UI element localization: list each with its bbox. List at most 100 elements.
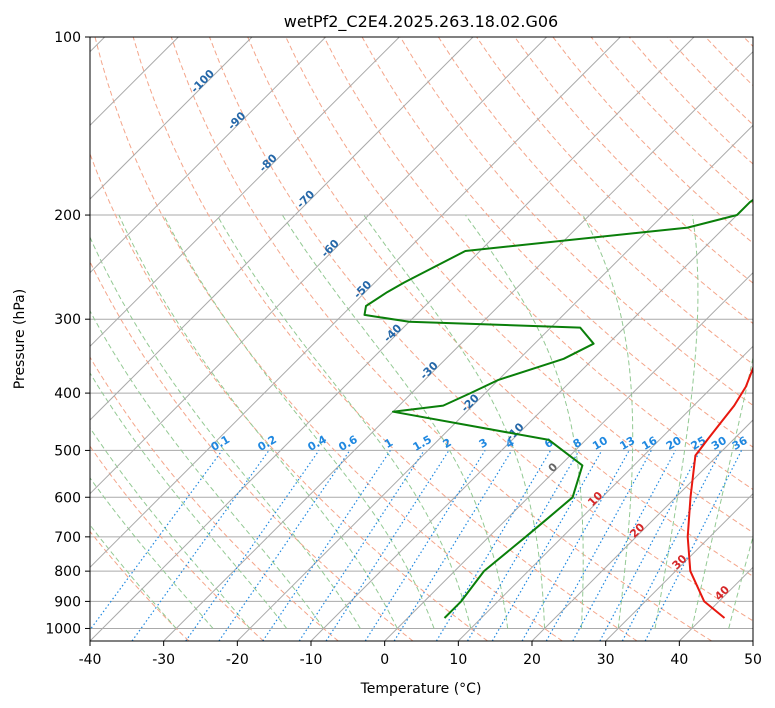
isotherm xyxy=(310,198,753,641)
mixing-ratio-line xyxy=(435,450,552,641)
mixing-ratio-line xyxy=(218,450,351,641)
dry-adiabat xyxy=(514,37,753,284)
x-tick-label: 0 xyxy=(380,652,389,668)
mixing-ratio-line xyxy=(491,450,603,641)
mixing-ratio-line xyxy=(185,450,320,641)
dry-adiabat xyxy=(437,37,753,365)
moist-adiabat xyxy=(90,426,251,629)
isotherms xyxy=(90,37,753,641)
isotherm-label: 30 xyxy=(670,552,690,572)
isotherm-label: -70 xyxy=(294,188,317,211)
isotherm xyxy=(384,271,753,641)
mixing-ratio-line xyxy=(364,450,486,641)
dry-adiabat xyxy=(552,37,753,244)
isotherm-label: -100 xyxy=(188,67,217,96)
isotherm-label: -20 xyxy=(459,391,482,414)
dry-adiabat xyxy=(209,37,753,622)
moist-adiabat xyxy=(216,214,472,629)
x-tick-label: -10 xyxy=(300,652,323,668)
dewpoint-line xyxy=(363,198,753,619)
moist-adiabat xyxy=(90,524,177,629)
dry-adiabat xyxy=(132,37,638,641)
dry-adiabat xyxy=(323,37,753,491)
plot-frame xyxy=(89,36,754,642)
mixing-ratio-line xyxy=(545,450,652,641)
isotherm xyxy=(90,37,695,641)
dry-adiabat xyxy=(247,37,753,577)
isotherm xyxy=(90,37,548,495)
isotherm xyxy=(90,37,253,200)
mixing-ratio-line xyxy=(90,450,223,631)
x-tick-label: -30 xyxy=(152,652,175,668)
y-tick-label: 1000 xyxy=(45,621,81,637)
dry-adiabats xyxy=(90,37,753,641)
dry-adiabat xyxy=(90,356,339,641)
dry-adiabat xyxy=(399,37,753,407)
isotherm xyxy=(90,37,400,348)
y-tick-label: 500 xyxy=(54,443,81,459)
mixing-ratio-label: 3 xyxy=(477,436,490,451)
isotherm-label: -60 xyxy=(319,237,342,260)
moist-adiabat xyxy=(281,214,509,629)
x-tick-label: 20 xyxy=(523,652,541,668)
temperature-line xyxy=(686,365,753,619)
isotherm xyxy=(531,419,753,641)
x-tick-label: 30 xyxy=(597,652,615,668)
moist-adiabats xyxy=(90,214,753,629)
y-tick-label: 700 xyxy=(54,530,81,546)
y-axis-ticks: 100 200 300 400 500 600 700 800 900 1000 xyxy=(45,30,90,637)
mixing-ratio-line xyxy=(466,450,580,641)
moist-adiabat xyxy=(90,477,214,629)
y-tick-label: 200 xyxy=(54,208,81,224)
x-axis-title: Temperature (°C) xyxy=(360,681,482,697)
sounding-profiles xyxy=(363,198,753,619)
x-axis-ticks: -40 -30 -20 -10 0 10 20 30 40 50 xyxy=(79,641,762,668)
mixing-ratio-line xyxy=(131,450,270,641)
mixing-ratio-line xyxy=(325,450,450,641)
isotherm-label: -90 xyxy=(225,109,248,132)
moist-adiabat xyxy=(464,214,584,629)
isotherm-label: -80 xyxy=(257,151,280,174)
isotherm xyxy=(457,345,753,641)
dry-adiabat xyxy=(667,37,753,126)
y-tick-label: 800 xyxy=(54,564,81,580)
y-tick-label: 900 xyxy=(54,594,81,610)
dry-adiabat xyxy=(90,152,488,641)
dry-adiabat xyxy=(94,37,563,641)
isotherm xyxy=(90,37,621,569)
moist-adiabat xyxy=(691,355,753,629)
dry-adiabat xyxy=(361,37,753,448)
dry-adiabat xyxy=(90,260,414,641)
isotherm-label: -40 xyxy=(381,321,404,344)
dry-adiabat xyxy=(90,530,190,641)
mixing-ratio-line xyxy=(521,450,630,641)
mixing-ratio-label: 2 xyxy=(441,436,454,451)
isotherm xyxy=(605,492,753,641)
mixing-ratio-line xyxy=(599,450,701,641)
mixing-ratio-line xyxy=(621,450,722,641)
y-tick-label: 300 xyxy=(54,312,81,328)
moist-adiabat xyxy=(90,372,288,629)
x-tick-label: -40 xyxy=(79,652,102,668)
dry-adiabat xyxy=(705,37,753,87)
dry-adiabat xyxy=(170,37,712,641)
isotherm xyxy=(90,37,474,421)
isotherm xyxy=(236,124,753,641)
isotherm xyxy=(678,566,753,641)
moist-adiabat xyxy=(582,214,634,629)
dry-adiabat xyxy=(590,37,753,205)
mixing-ratio-line xyxy=(262,450,391,641)
isotherm-label: 40 xyxy=(712,583,732,603)
pressure-gridlines xyxy=(90,37,753,629)
x-tick-label: -20 xyxy=(226,652,249,668)
isotherm-label: 10 xyxy=(585,489,605,509)
y-tick-label: 600 xyxy=(54,490,81,506)
isotherm-label: 20 xyxy=(627,520,647,540)
x-tick-label: 10 xyxy=(449,652,467,668)
mixing-ratio-lines xyxy=(90,450,743,641)
moist-adiabat xyxy=(90,310,324,629)
mixing-ratio-line xyxy=(572,450,677,641)
chart-title: wetPf2_C2E4.2025.263.18.02.G06 xyxy=(284,12,558,32)
dry-adiabat xyxy=(90,445,264,641)
